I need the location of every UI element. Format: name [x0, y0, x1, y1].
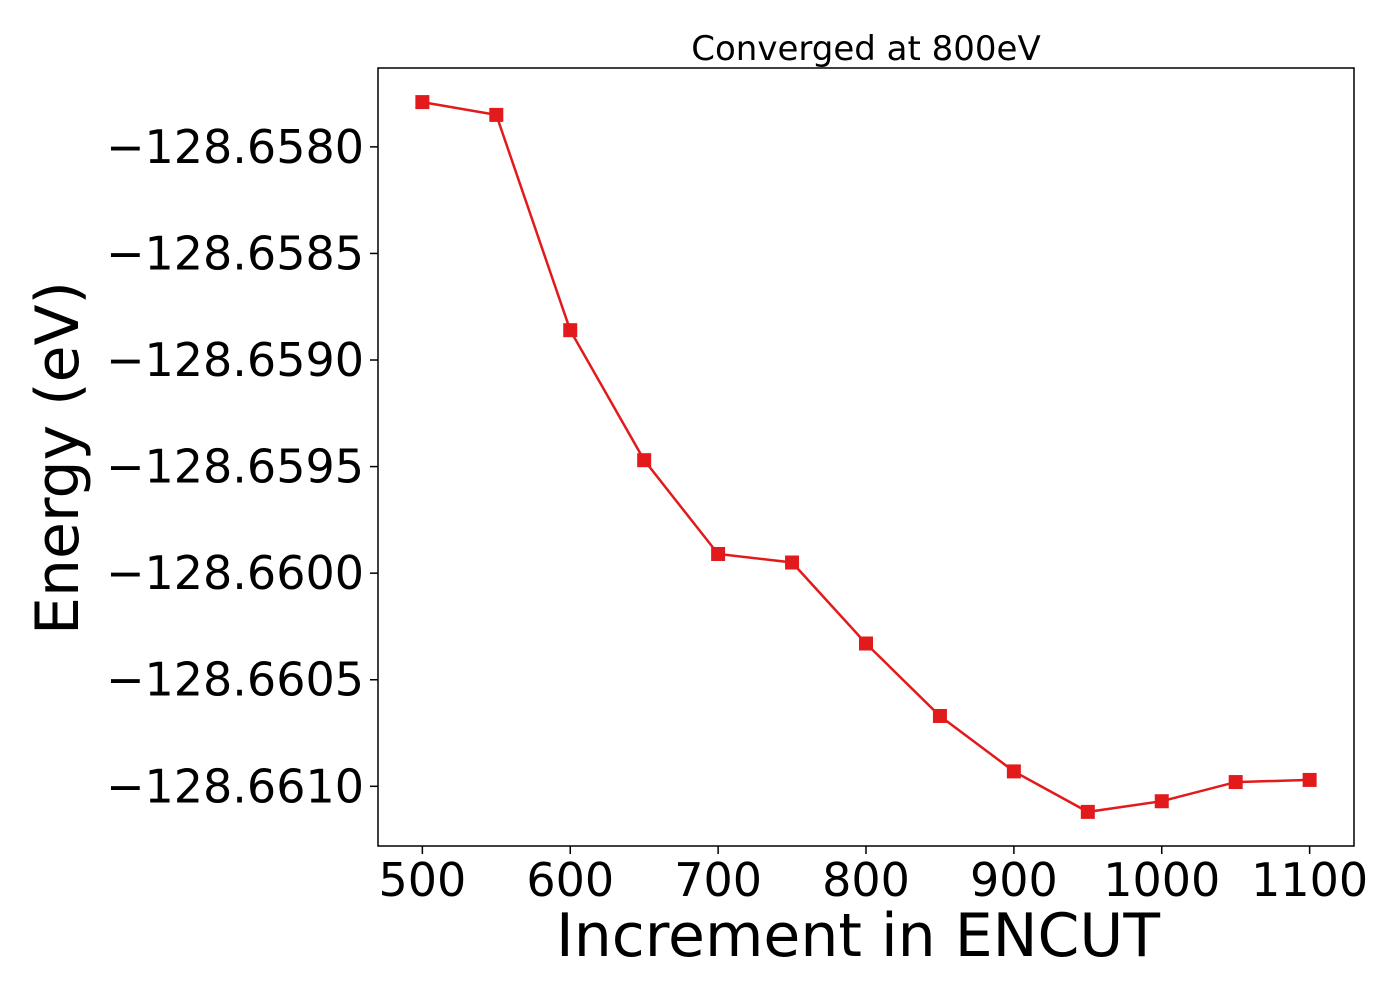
y-tick-label: −128.6610 — [106, 759, 364, 813]
data-point — [1154, 794, 1169, 809]
data-point — [1080, 804, 1095, 819]
series-line — [422, 100, 1310, 814]
data-point — [785, 555, 800, 570]
y-tick-label: −128.6595 — [106, 440, 364, 494]
x-tick-label: 800 — [822, 853, 910, 907]
plot-frame — [377, 67, 1355, 847]
y-tick-label: −128.6600 — [106, 546, 364, 600]
data-point — [1006, 764, 1021, 779]
x-tick-label: 1000 — [1103, 853, 1220, 907]
x-axis-label: Increment in ENCUT — [556, 901, 1160, 971]
series-group — [415, 95, 1317, 819]
data-point — [1302, 772, 1317, 787]
data-point — [415, 95, 430, 110]
y-tick-label: −128.6605 — [106, 653, 364, 707]
x-axis: 500 600 700 800 900 1000 1100 — [378, 846, 1368, 907]
data-point — [859, 636, 873, 651]
y-tick-label: −128.6590 — [106, 333, 364, 387]
y-tick-label: −128.6585 — [106, 226, 364, 280]
data-point — [563, 323, 578, 338]
data-point — [637, 453, 652, 468]
x-tick-label: 500 — [378, 853, 466, 907]
x-tick-label: 600 — [526, 853, 614, 907]
chart-title: Converged at 800eV — [691, 29, 1040, 69]
y-axis-label: Energy (eV) — [23, 281, 93, 635]
x-tick-label: 900 — [970, 853, 1058, 907]
data-point — [711, 546, 726, 561]
y-axis: −128.6580 −128.6585 −128.6590 −128.6595 −128… — [106, 120, 378, 813]
x-tick-label: 1100 — [1251, 853, 1368, 907]
data-point — [932, 708, 947, 723]
data-point — [1228, 775, 1243, 790]
data-point — [489, 107, 504, 122]
x-tick-label: 700 — [674, 853, 762, 907]
y-tick-label: −128.6580 — [106, 120, 364, 174]
